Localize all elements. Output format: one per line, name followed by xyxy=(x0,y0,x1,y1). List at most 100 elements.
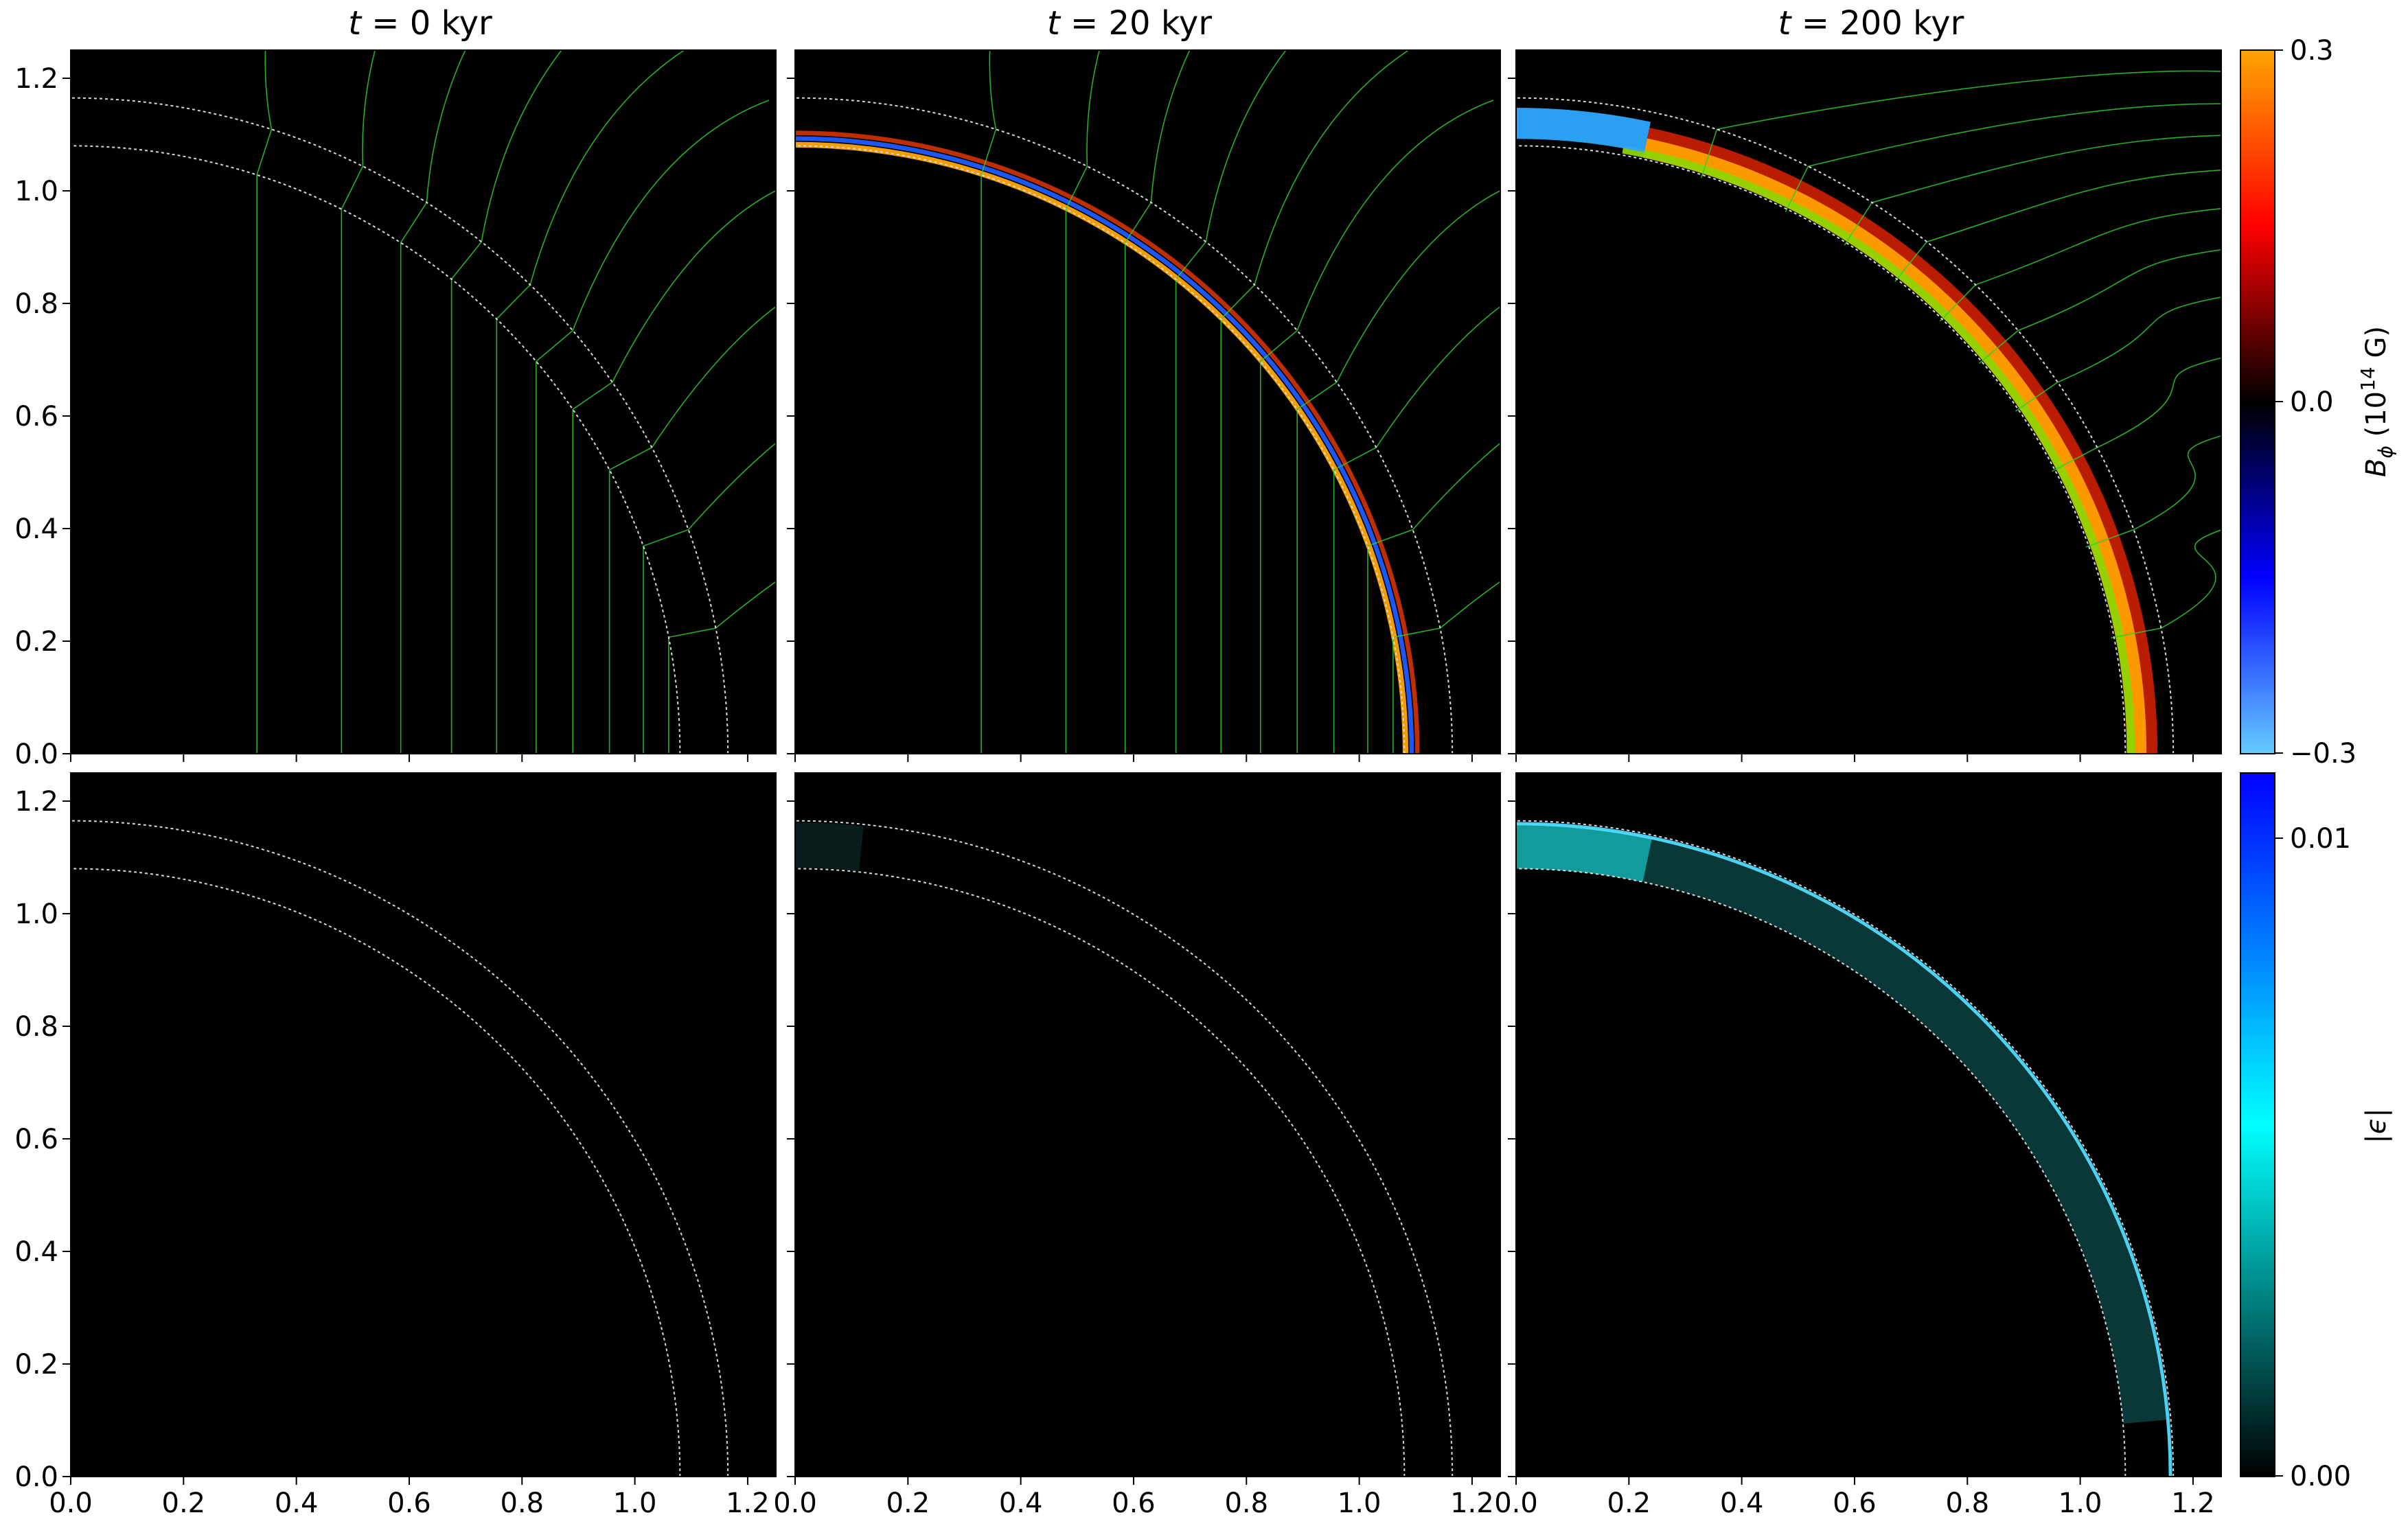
panel-background xyxy=(71,773,776,1477)
x-tick-label: 0.2 xyxy=(1607,1488,1651,1519)
field-line xyxy=(256,50,273,754)
field-line xyxy=(1939,208,2221,322)
panel-background xyxy=(1516,50,2221,754)
panel-content xyxy=(71,820,729,1477)
panel-content xyxy=(71,50,776,754)
panel-frame xyxy=(1515,772,2222,1477)
field-line xyxy=(572,189,776,754)
x-tick-label: 1.2 xyxy=(2171,1488,2215,1519)
y-tick-label: 0.4 xyxy=(14,1236,58,1268)
x-tick-label: 1.0 xyxy=(1338,1488,1381,1519)
field-line xyxy=(400,50,466,754)
field-line xyxy=(1392,581,1500,754)
x-tick-label: 0.6 xyxy=(387,1488,431,1519)
field-line xyxy=(536,100,770,754)
y-tick-label: 0.8 xyxy=(14,288,58,320)
crust-boundary-arc xyxy=(71,97,729,754)
field-line xyxy=(608,305,776,754)
colorbar-bphi-tick-label: 0.3 xyxy=(2290,35,2334,67)
y-tick-label: 0.6 xyxy=(14,401,58,432)
panel-content xyxy=(1516,820,2175,1477)
field-line xyxy=(496,50,686,754)
field-line xyxy=(668,581,776,754)
field-lines xyxy=(256,50,776,754)
y-tick-label: 0.0 xyxy=(14,739,58,770)
colorbar-bphi: 0.3 0.0 −0.3 Bϕ (1014 G) xyxy=(2240,35,2397,770)
x-tick-label: 1.0 xyxy=(613,1488,657,1519)
field-line xyxy=(1785,103,2221,212)
crust-boundary-arc xyxy=(795,868,1406,1477)
colorbar-bphi-label: Bϕ (1014 G) xyxy=(2357,326,2397,477)
x-tick-label: 0.4 xyxy=(1720,1488,1764,1519)
field-line xyxy=(2111,529,2221,638)
field-region xyxy=(795,141,1409,754)
y-tick-label: 1.2 xyxy=(14,786,58,818)
field-line xyxy=(1065,50,1101,754)
panel-frame xyxy=(70,49,777,754)
field-line xyxy=(2052,357,2221,472)
crust-boundary-arc xyxy=(71,145,681,754)
panel-frame xyxy=(70,772,777,1477)
panel-background xyxy=(795,50,1500,754)
panel-title-t200: t = 200 kyr xyxy=(1778,4,1964,43)
x-tick-label: 0.2 xyxy=(162,1488,206,1519)
field-region xyxy=(1516,823,1653,882)
x-tick-label: 0.8 xyxy=(1224,1488,1268,1519)
colorbar-bphi-tick-label: −0.3 xyxy=(2290,738,2357,770)
field-line xyxy=(1978,249,2221,364)
panel-bottom-left: 0.0 0.2 0.4 0.6 0.8 1.0 1.2 0.0 0.2 0.4 0.6 0.8 1.0 1… xyxy=(14,772,777,1519)
x-tick-label: 0.4 xyxy=(999,1488,1043,1519)
colorbar-epsilon-bar xyxy=(2240,772,2275,1477)
x-tick-label: 0.6 xyxy=(1833,1488,1877,1519)
panel-content xyxy=(1516,70,2221,754)
field-line xyxy=(341,50,376,754)
panel-background xyxy=(795,773,1500,1477)
colorbar-bphi-bar xyxy=(2240,49,2275,754)
panel-top-left: 0.0 0.2 0.4 0.6 0.8 1.0 1.2 xyxy=(14,49,777,770)
y-tick-label: 0.4 xyxy=(14,513,58,545)
panel-content xyxy=(795,50,1500,754)
field-line xyxy=(2015,296,2221,412)
panel-bottom-middle: 0.0 0.2 0.4 0.6 0.8 1.0 1.2 xyxy=(773,772,1501,1519)
field-line xyxy=(1175,50,1287,754)
field-line xyxy=(1367,442,1500,754)
field-region xyxy=(1516,823,2168,1424)
panel-frame xyxy=(794,772,1501,1477)
field-line xyxy=(1333,305,1500,754)
y-tick-label: 0.2 xyxy=(14,626,58,658)
field-line xyxy=(2085,435,2221,548)
field-line xyxy=(1894,169,2221,282)
panels-group: 0.00.20.40.60.81.01.20.00.20.40.60.81.01… xyxy=(14,49,2222,1519)
field-lines xyxy=(981,50,1500,754)
field-line xyxy=(450,50,562,754)
field-line xyxy=(1701,70,2221,178)
field-line xyxy=(1260,100,1494,754)
field-region xyxy=(795,130,1420,754)
colorbar-epsilon-label: |ϵ| xyxy=(2361,1108,2392,1144)
colorbar-epsilon: 0.01 0.00 |ϵ| xyxy=(2240,772,2392,1492)
panel-background xyxy=(1516,773,2221,1477)
colorbar-bphi-tick-label: 0.0 xyxy=(2290,386,2334,418)
x-tick-label: 0.2 xyxy=(886,1488,930,1519)
field-region xyxy=(1516,822,2172,1477)
y-tick-label: 0.2 xyxy=(14,1349,58,1380)
x-tick-label: 1.2 xyxy=(1450,1488,1494,1519)
panel-title-t0: t = 0 kyr xyxy=(348,4,492,43)
y-tick-label: 0.8 xyxy=(14,1011,58,1043)
colorbar-epsilon-tick-label: 0.01 xyxy=(2290,823,2351,855)
panel-title-t20: t = 20 kyr xyxy=(1047,4,1212,43)
crust-boundary-arc xyxy=(795,145,1406,754)
y-tick-label: 0.0 xyxy=(14,1461,58,1493)
x-tick-label: 0.0 xyxy=(49,1488,93,1519)
x-tick-label: 0.8 xyxy=(1945,1488,1989,1519)
x-tick-label: 0.4 xyxy=(275,1488,319,1519)
field-region xyxy=(1622,146,2135,754)
crust-boundary-arc xyxy=(1516,820,2175,1477)
panel-frame xyxy=(794,49,1501,754)
crust-boundary-arc xyxy=(71,820,729,1477)
y-tick-label: 1.2 xyxy=(14,63,58,95)
field-line xyxy=(1220,50,1410,754)
colorbar-epsilon-tick-label: 0.00 xyxy=(2290,1461,2351,1492)
x-tick-label: 0.0 xyxy=(1494,1488,1538,1519)
